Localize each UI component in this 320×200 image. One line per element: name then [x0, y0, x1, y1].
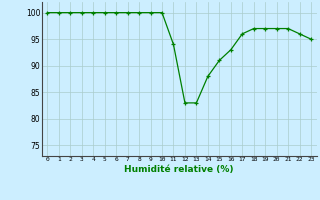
X-axis label: Humidité relative (%): Humidité relative (%)	[124, 165, 234, 174]
